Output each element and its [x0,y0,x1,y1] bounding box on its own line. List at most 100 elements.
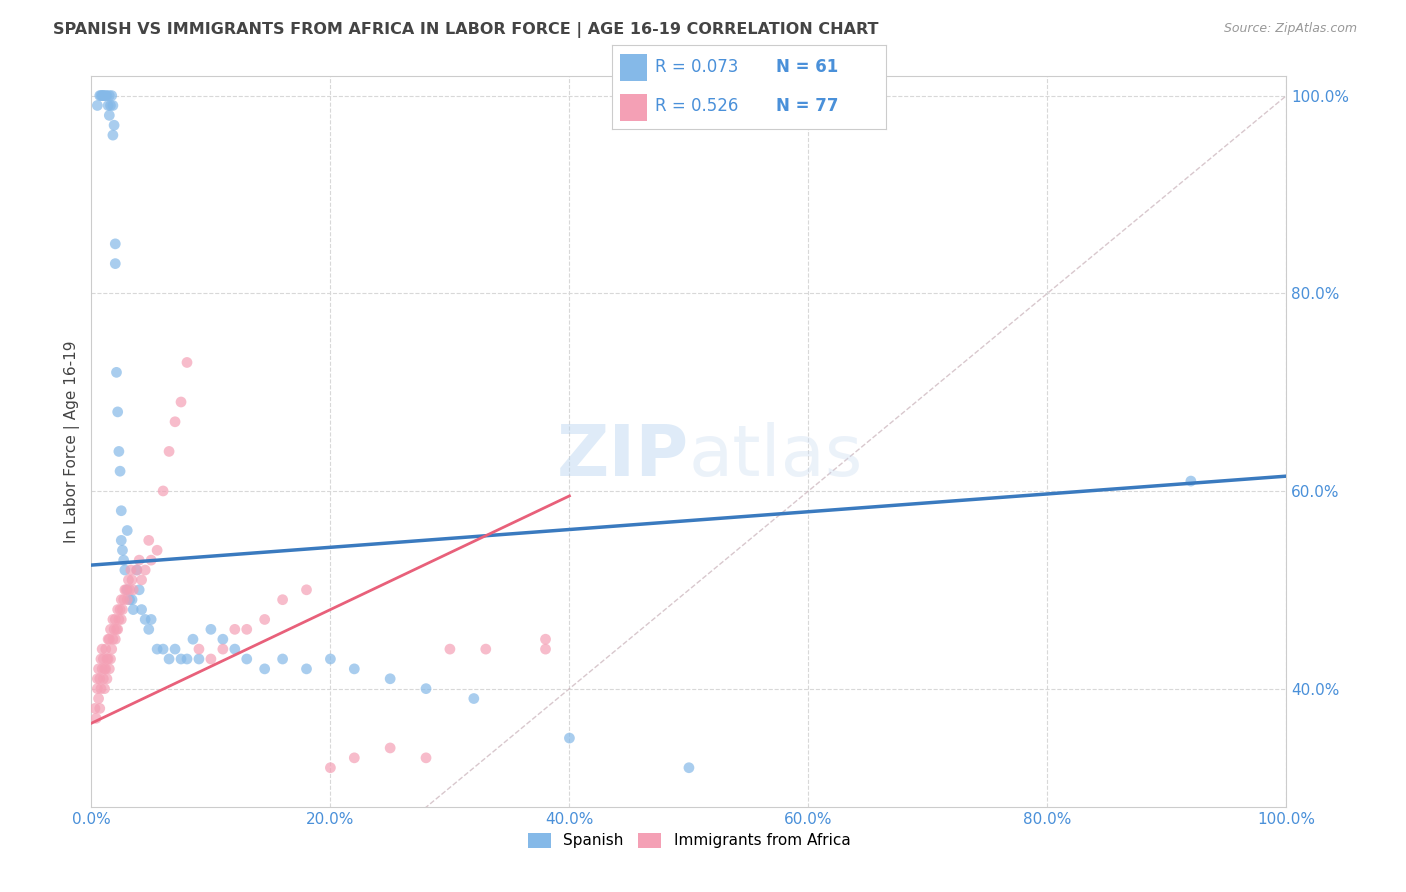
Point [415,681,437,696]
Text: N = 77: N = 77 [776,97,838,115]
Point [105,365,128,379]
Point [319,761,342,775]
Point [138,623,160,637]
Point [163,415,186,429]
Point [98,632,121,647]
Point [90,681,112,696]
Point [295,662,318,676]
Point [110,504,132,518]
Point [110,533,132,548]
Bar [620,54,647,81]
Point [211,632,233,647]
Point [100,98,122,112]
Y-axis label: In Labor Force | Age 16-19: In Labor Force | Age 16-19 [65,340,80,543]
Point [125,563,148,577]
Point [93,652,114,666]
Point [110,592,132,607]
Point [141,612,162,626]
Point [176,652,198,666]
Point [93,88,114,103]
Point [678,761,700,775]
Point [107,623,129,637]
Point [104,257,127,271]
Point [378,672,402,686]
Point [93,88,114,103]
Point [200,623,222,637]
Point [108,602,131,616]
Point [89,88,111,103]
Point [101,612,124,626]
Point [91,88,114,103]
Point [96,652,118,666]
Point [89,672,111,686]
Point [235,652,259,666]
Point [131,602,153,616]
Point [343,751,366,765]
Point [100,652,122,666]
Point [103,118,125,132]
Text: N = 61: N = 61 [776,59,838,77]
Point [224,623,246,637]
Point [235,623,259,637]
Point [463,691,485,706]
Point [152,642,174,657]
Point [105,623,128,637]
Point [224,642,246,657]
Text: R = 0.073: R = 0.073 [655,59,738,77]
Point [121,592,143,607]
Point [86,681,108,696]
Point [96,672,118,686]
Text: SPANISH VS IMMIGRANTS FROM AFRICA IN LABOR FORCE | AGE 16-19 CORRELATION CHART: SPANISH VS IMMIGRANTS FROM AFRICA IN LAB… [53,22,879,38]
Point [118,592,141,607]
Point [128,582,150,597]
Point [94,88,117,103]
Point [117,573,139,587]
Point [93,681,115,696]
Point [103,623,125,637]
Text: R = 0.526: R = 0.526 [655,97,738,115]
Point [93,672,114,686]
Point [98,662,121,676]
Point [94,642,117,657]
Point [104,612,127,626]
Point [125,563,148,577]
Point [118,582,141,597]
Point [108,464,131,478]
Point [474,642,498,657]
Legend: Spanish, Immigrants from Africa: Spanish, Immigrants from Africa [522,827,856,855]
Point [101,632,124,647]
Point [89,701,111,715]
Point [98,88,121,103]
Point [115,582,138,597]
Point [134,612,156,626]
Point [146,642,169,657]
Point [271,652,294,666]
Point [295,582,318,597]
Point [157,444,180,458]
Point [415,751,437,765]
Point [558,731,581,745]
Point [100,642,122,657]
Point [157,652,180,666]
Point [101,128,124,142]
Point [100,623,122,637]
Text: ZIP: ZIP [557,422,689,491]
Point [343,662,366,676]
Point [187,652,211,666]
Point [115,582,138,597]
Point [122,582,145,597]
Point [534,632,557,647]
Point [1180,474,1202,488]
Point [107,405,129,419]
Point [128,553,150,567]
Bar [620,94,647,120]
Point [104,236,127,251]
Point [271,592,294,607]
Point [211,642,233,657]
Text: atlas: atlas [689,422,863,491]
Point [84,711,107,725]
Point [104,632,127,647]
Point [319,652,342,666]
Point [176,355,198,369]
Point [97,652,120,666]
